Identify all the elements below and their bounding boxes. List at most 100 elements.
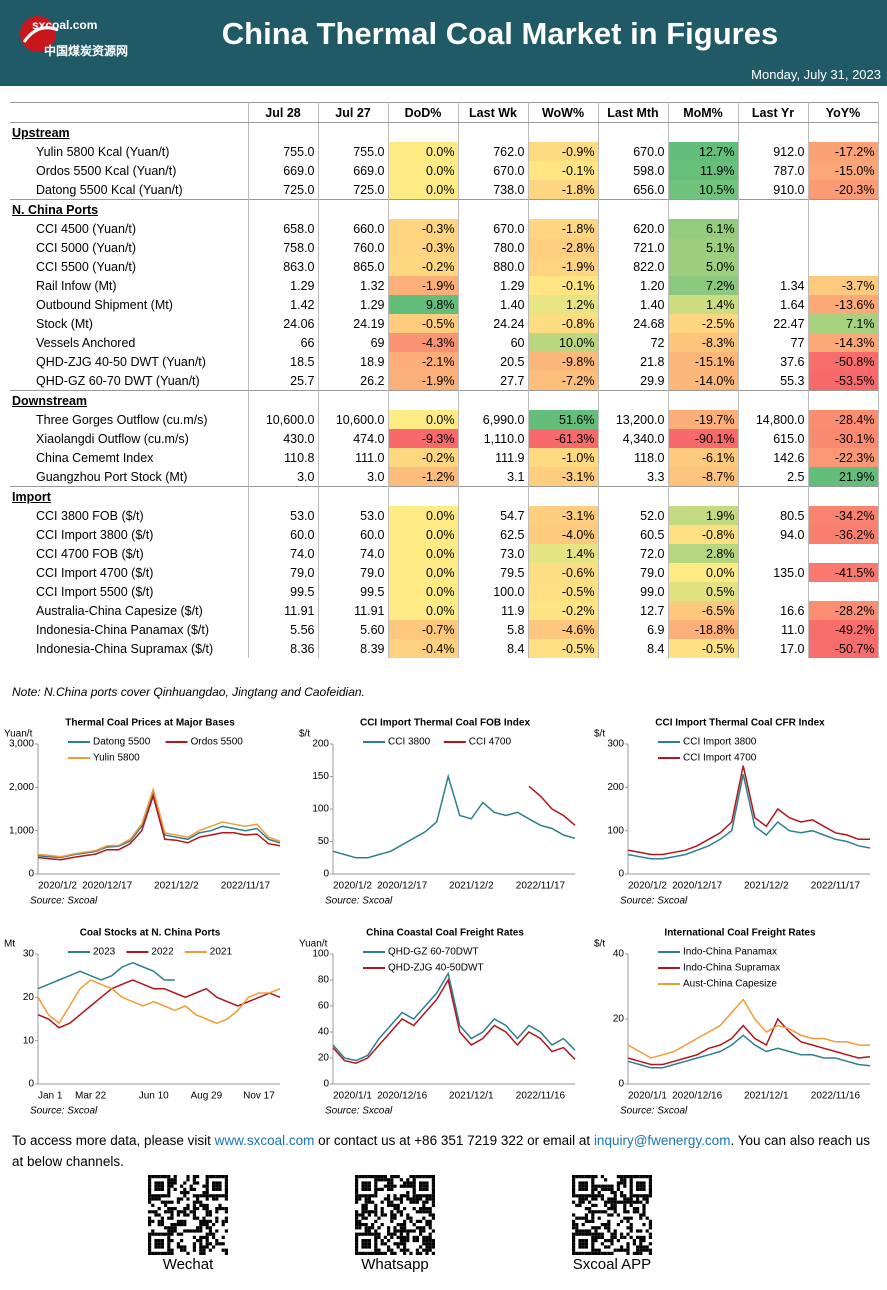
row-label: CCI Import 3800 ($/t) bbox=[10, 525, 249, 544]
cell: -30.1% bbox=[808, 429, 879, 448]
date: Monday, July 31, 2023 bbox=[751, 67, 881, 82]
cell: -90.1% bbox=[668, 429, 739, 448]
cell: 658.0 bbox=[248, 219, 319, 238]
logo-top: sxcoal.com bbox=[32, 18, 97, 32]
cell bbox=[808, 486, 879, 506]
row: CCI Import 3800 ($/t) 60.0 60.0 0.0% 62.5 -4.… bbox=[10, 525, 879, 544]
x-tick-label: 2021/12/2 bbox=[154, 881, 199, 892]
x-tick-label: Nov 17 bbox=[243, 1091, 275, 1102]
cell: 27.7 bbox=[458, 371, 529, 391]
cell: 670.0 bbox=[598, 142, 669, 161]
legend-label: Indo-China Panamax bbox=[683, 947, 777, 958]
cell: 110.8 bbox=[248, 448, 319, 467]
y-tick-label: 0 bbox=[323, 1079, 329, 1090]
cell: -6.1% bbox=[668, 448, 739, 467]
cell: 24.68 bbox=[598, 314, 669, 333]
cell: 1.4% bbox=[528, 544, 599, 563]
cell: 0.0% bbox=[388, 410, 459, 429]
y-tick-label: 50 bbox=[318, 836, 330, 847]
cell bbox=[738, 544, 809, 563]
cell: 620.0 bbox=[598, 219, 669, 238]
chart-title: China Coastal Coal Freight Rates bbox=[366, 928, 524, 939]
cell: 8.36 bbox=[248, 639, 319, 658]
x-tick-label: 2020/12/17 bbox=[377, 881, 427, 892]
source: Source: Sxcoal bbox=[30, 896, 98, 907]
y-tick-label: 20 bbox=[613, 1014, 625, 1025]
cell bbox=[458, 390, 529, 410]
row: Vessels Anchored 66 69 -4.3% 60 10.0% 72 -8.3% 7… bbox=[10, 333, 879, 352]
cell: 669.0 bbox=[248, 161, 319, 180]
chart-title: Coal Stocks at N. China Ports bbox=[80, 928, 221, 939]
cell: -9.3% bbox=[388, 429, 459, 448]
x-tick-label: 2020/1/2 bbox=[628, 881, 667, 892]
qr-code bbox=[148, 1175, 228, 1255]
series-line bbox=[627, 1034, 871, 1069]
cell: 25.7 bbox=[248, 371, 319, 391]
row-label: Datong 5500 Kcal (Yuan/t) bbox=[10, 180, 249, 200]
series-line bbox=[37, 961, 175, 990]
cell: 755.0 bbox=[318, 142, 389, 161]
cell: -9.8% bbox=[528, 352, 599, 371]
cell: 118.0 bbox=[598, 448, 669, 467]
cell: 142.6 bbox=[738, 448, 809, 467]
cell: 0.0% bbox=[388, 142, 459, 161]
column-header: MoM% bbox=[668, 102, 739, 123]
cell: 6.1% bbox=[668, 219, 739, 238]
y-tick-label: 200 bbox=[607, 782, 624, 793]
row-label: CCI Import 5500 ($/t) bbox=[10, 582, 249, 601]
cell: -3.1% bbox=[528, 467, 599, 487]
cell: 21.8 bbox=[598, 352, 669, 371]
cell: -36.2% bbox=[808, 525, 879, 544]
y-tick-label: 100 bbox=[312, 949, 329, 960]
cell: 9.8% bbox=[388, 295, 459, 314]
row: Indonesia-China Supramax ($/t) 8.36 8.39 -0… bbox=[10, 639, 879, 658]
cell: -3.1% bbox=[528, 506, 599, 525]
cell: -41.5% bbox=[808, 563, 879, 582]
row: CCI Import 4700 ($/t) 79.0 79.0 0.0% 79.5 -0.… bbox=[10, 563, 879, 582]
cell: 1.40 bbox=[458, 295, 529, 314]
cell: 8.4 bbox=[598, 639, 669, 658]
footer-text: To access more data, please visit www.sx… bbox=[12, 1130, 877, 1172]
cell: 60.0 bbox=[248, 525, 319, 544]
row: CCI 4500 (Yuan/t) 658.0 660.0 -0.3% 670.0 -1.… bbox=[10, 219, 879, 238]
note: Note: N.China ports cover Qinhuangdao, J… bbox=[12, 685, 365, 699]
cell: 0.0% bbox=[388, 563, 459, 582]
cell: 1.32 bbox=[318, 276, 389, 295]
cell bbox=[528, 486, 599, 506]
cell: 725.0 bbox=[318, 180, 389, 200]
link[interactable]: inquiry@fwenergy.com bbox=[593, 1133, 731, 1148]
cell: 20.5 bbox=[458, 352, 529, 371]
row: China Cememt Index 110.8 111.0 -0.2% 111.9 -1… bbox=[10, 448, 879, 467]
row-label: Three Gorges Outflow (cu.m/s) bbox=[10, 410, 249, 429]
cell: 79.0 bbox=[248, 563, 319, 582]
column-header: YoY% bbox=[808, 102, 879, 123]
cell: 77 bbox=[738, 333, 809, 352]
link[interactable]: www.sxcoal.com bbox=[214, 1133, 315, 1148]
legend-label: QHD-ZJG 40-50DWT bbox=[388, 963, 484, 974]
legend-label: Ordos 5500 bbox=[191, 737, 244, 748]
series-line bbox=[37, 793, 281, 861]
cell: -0.3% bbox=[388, 219, 459, 238]
qr-code bbox=[355, 1175, 435, 1255]
y-axis-label: $/t bbox=[594, 939, 605, 950]
cell: -0.3% bbox=[388, 238, 459, 257]
cell: -3.7% bbox=[808, 276, 879, 295]
section-title: N. China Ports bbox=[10, 199, 249, 219]
cell bbox=[528, 390, 599, 410]
cell: 1.2% bbox=[528, 295, 599, 314]
cell bbox=[738, 199, 809, 219]
cell: 6,990.0 bbox=[458, 410, 529, 429]
cell: 598.0 bbox=[598, 161, 669, 180]
cell bbox=[528, 199, 599, 219]
series-line bbox=[332, 773, 576, 859]
cell: -15.0% bbox=[808, 161, 879, 180]
cell: 1.64 bbox=[738, 295, 809, 314]
cell: 79.5 bbox=[458, 563, 529, 582]
cell: 8.4 bbox=[458, 639, 529, 658]
row: CCI Import 5500 ($/t) 99.5 99.5 0.0% 100.0 -0… bbox=[10, 582, 879, 601]
channel-label: Whatsapp bbox=[361, 1256, 429, 1273]
legend-label: CCI Import 4700 bbox=[683, 753, 757, 764]
cell: -0.5% bbox=[668, 639, 739, 658]
text: . You can also reach us at below channel… bbox=[12, 1133, 871, 1169]
cell bbox=[458, 199, 529, 219]
